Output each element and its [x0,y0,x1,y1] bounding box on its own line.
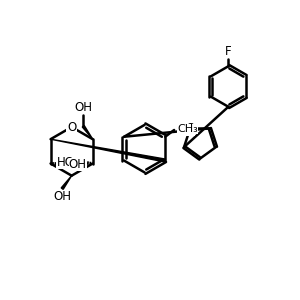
Text: S: S [187,122,194,135]
Text: F: F [225,45,232,58]
Text: HO: HO [57,156,75,169]
Text: OH: OH [74,101,92,114]
Polygon shape [51,139,166,162]
Text: O: O [67,121,76,134]
Text: OH: OH [69,158,87,171]
Text: OH: OH [53,190,71,203]
Text: CH₃: CH₃ [177,124,198,134]
Polygon shape [61,176,72,189]
Polygon shape [82,125,93,139]
